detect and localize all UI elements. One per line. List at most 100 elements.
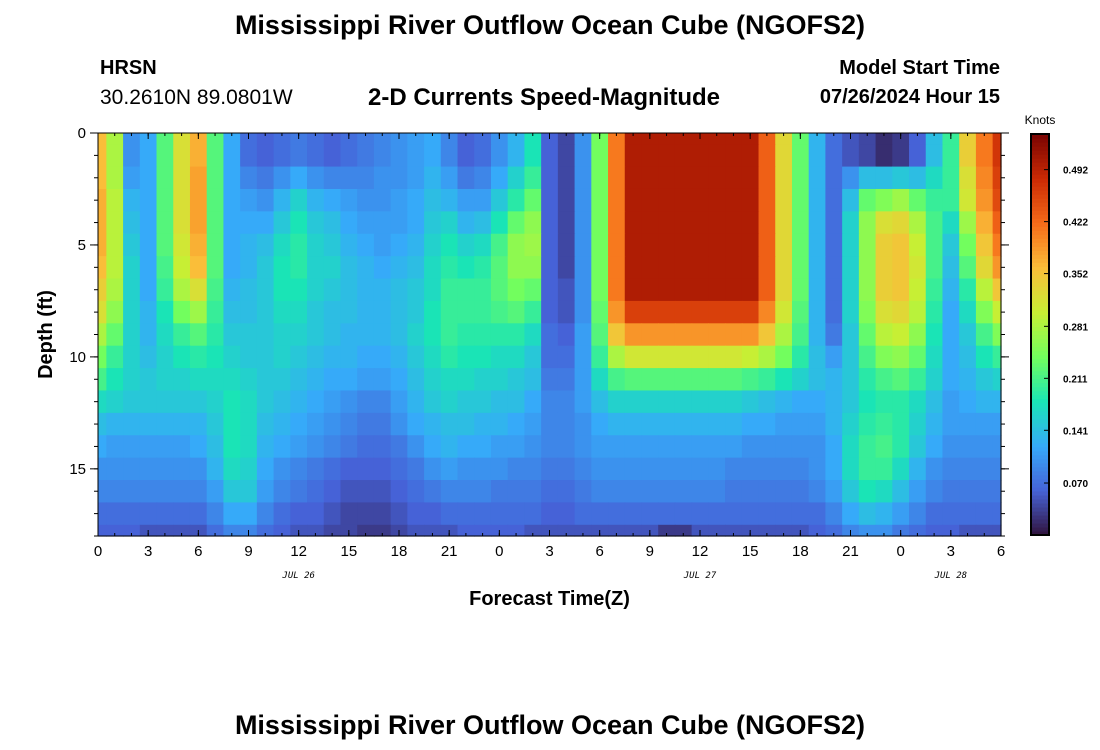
heatmap-cell	[98, 457, 107, 481]
heatmap-cell	[139, 188, 158, 212]
heatmap-cell	[741, 368, 760, 392]
heatmap-cell	[875, 345, 893, 369]
heatmap-cell	[139, 435, 158, 459]
heatmap-cell	[98, 412, 107, 436]
heatmap-cell	[892, 480, 910, 504]
colorbar-segment	[1031, 222, 1049, 227]
heatmap-cell	[725, 278, 743, 302]
heatmap-cell	[842, 211, 860, 235]
heatmap-cell	[775, 435, 793, 459]
heatmap-cell	[775, 368, 793, 392]
heatmap-cell	[574, 278, 592, 302]
heatmap-cell	[407, 524, 425, 537]
heatmap-cell	[407, 144, 425, 168]
heatmap-cell	[340, 256, 358, 280]
colorbar-segment	[1031, 522, 1049, 528]
heatmap-cell	[959, 524, 977, 537]
heatmap-cell	[608, 435, 626, 459]
heatmap-cell	[490, 368, 509, 392]
heatmap-cell	[892, 144, 910, 168]
heatmap-cell	[909, 300, 927, 324]
heatmap-cell	[942, 144, 960, 168]
heatmap-cell	[825, 256, 843, 280]
heatmap-cell	[507, 300, 526, 324]
heatmap-cell	[992, 457, 1002, 481]
heatmap-cell	[307, 133, 325, 145]
heatmap-cell	[490, 502, 509, 526]
heatmap-cell	[524, 457, 542, 481]
heatmap-cell	[758, 233, 776, 257]
heatmap-cell	[373, 211, 392, 235]
heatmap-cell	[725, 345, 743, 369]
heatmap-cell	[206, 211, 225, 235]
heatmap-cell	[106, 188, 124, 212]
heatmap-cell	[791, 188, 810, 212]
heatmap-cell	[691, 166, 709, 190]
heatmap-cell	[457, 256, 475, 280]
x-tick-label: 15	[340, 543, 357, 560]
colorbar-segment	[1031, 294, 1049, 300]
heatmap-cell	[825, 233, 843, 257]
colorbar-segment	[1031, 490, 1049, 496]
heatmap-cell	[340, 412, 358, 436]
heatmap-cell	[223, 524, 241, 537]
heatmap-cell	[407, 188, 425, 212]
heatmap-cell	[942, 323, 960, 347]
colorbar-segment	[1031, 162, 1049, 167]
heatmap-cell	[323, 300, 342, 324]
heatmap-cell	[992, 524, 1002, 537]
heatmap-cell	[407, 278, 425, 302]
heatmap-cell	[390, 233, 408, 257]
heatmap-cell	[574, 133, 592, 145]
heatmap-cell	[106, 211, 124, 235]
heatmap-cell	[942, 166, 960, 190]
heatmap-cell	[808, 233, 827, 257]
heatmap-cell	[290, 211, 308, 235]
heatmap-cell	[189, 300, 208, 324]
colorbar-frame	[1030, 133, 1050, 536]
heatmap-cell	[892, 278, 910, 302]
heatmap-cell	[290, 233, 308, 257]
heatmap-cell	[307, 166, 325, 190]
heatmap-cell	[892, 188, 910, 212]
heatmap-cell	[875, 166, 893, 190]
heatmap-cell	[925, 233, 944, 257]
heatmap-cell	[942, 211, 960, 235]
colorbar-segment	[1031, 202, 1049, 207]
heatmap-cell	[557, 412, 576, 436]
heatmap-cell	[290, 323, 308, 347]
heatmap-cell	[98, 435, 107, 459]
heatmap-cell	[424, 502, 442, 526]
heatmap-cell	[925, 323, 944, 347]
heatmap-cell	[357, 368, 375, 392]
heatmap-cell	[98, 233, 107, 257]
heatmap-cell	[223, 323, 241, 347]
heatmap-cell	[223, 188, 241, 212]
heatmap-cell	[842, 188, 860, 212]
heatmap-cell	[658, 144, 676, 168]
heatmap-cell	[557, 144, 576, 168]
heatmap-cell	[273, 412, 291, 436]
colorbar-segment	[1031, 498, 1049, 504]
heatmap-cell	[758, 390, 776, 414]
heatmap-cell	[591, 435, 609, 459]
heatmap-cell	[98, 278, 107, 302]
colorbar-segment	[1031, 158, 1049, 163]
heatmap-cell	[273, 256, 291, 280]
heatmap-cell	[189, 457, 208, 481]
colorbar-segment	[1031, 482, 1049, 488]
heatmap-cell	[223, 412, 241, 436]
heatmap-cell	[557, 345, 576, 369]
heatmap-cell	[106, 256, 124, 280]
heatmap-cell	[725, 144, 743, 168]
colorbar-segment	[1031, 358, 1049, 364]
y-tick-label: 5	[78, 237, 86, 254]
heatmap-cell	[992, 188, 1002, 212]
heatmap-cell	[256, 144, 275, 168]
heatmap-cell	[490, 144, 509, 168]
heatmap-cell	[758, 345, 776, 369]
heatmap-cell	[708, 480, 726, 504]
heatmap-cell	[139, 300, 158, 324]
heatmap-cell	[340, 368, 358, 392]
heatmap-cell	[407, 390, 425, 414]
